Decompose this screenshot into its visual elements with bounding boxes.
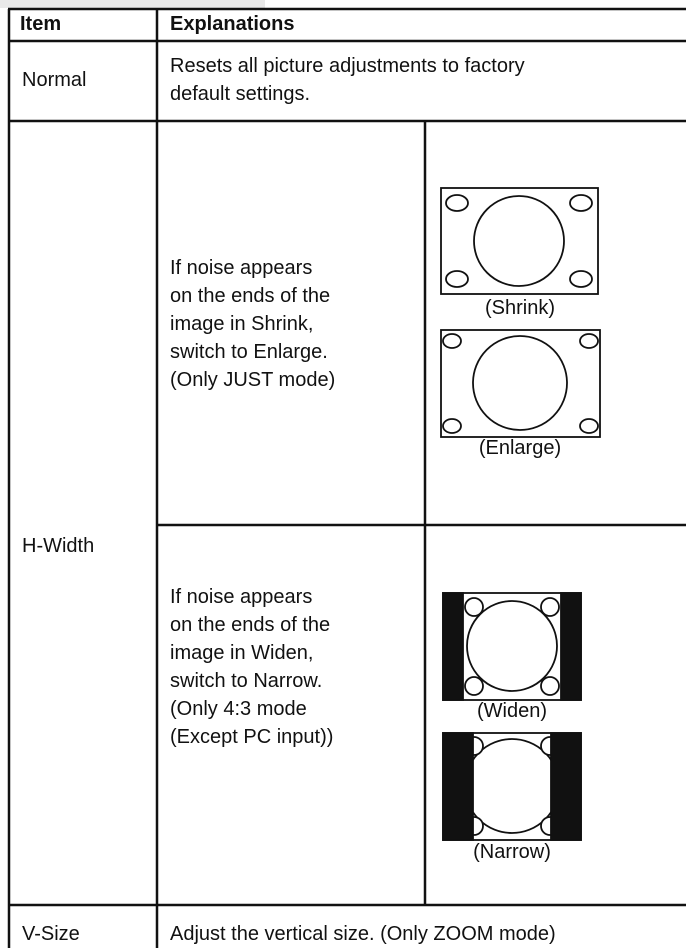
narrow-icon xyxy=(442,732,582,841)
item: H-Width xyxy=(22,535,95,557)
text-line: switch to Enlarge. xyxy=(170,341,328,363)
header-explanations: Explanations xyxy=(170,13,295,35)
text-line: Resets all picture adjustments to factor… xyxy=(170,55,525,77)
item: Normal xyxy=(22,69,87,91)
text-line: switch to Narrow. xyxy=(170,670,323,692)
explanation: Adjust the vertical size. (Only ZOOM mod… xyxy=(170,920,556,948)
figure-caption: (Enlarge) xyxy=(478,437,562,459)
figure-caption: (Widen) xyxy=(476,700,547,722)
figure-caption: (Narrow) xyxy=(473,841,551,863)
text-line: If noise appears xyxy=(170,586,313,608)
text-line: on the ends of the xyxy=(170,614,331,636)
text-line: on the ends of the xyxy=(170,285,331,307)
text-line: default settings. xyxy=(170,83,311,105)
text-line: If noise appears xyxy=(170,257,313,279)
text-line: image in Shrink, xyxy=(170,313,314,335)
header-item: Item xyxy=(20,13,62,35)
text-line: (Only 4:3 mode xyxy=(170,698,307,720)
text-line: image in Widen, xyxy=(170,642,314,664)
enlarge-icon xyxy=(440,329,601,438)
explanation: If noise appears on the ends of the image … xyxy=(170,583,333,751)
explanation: Resets all picture adjustments to factor… xyxy=(170,52,525,108)
text-line: Adjust the vertical size. (Only ZOOM mod… xyxy=(170,923,556,945)
text-line: (Only JUST mode) xyxy=(170,369,336,391)
shrink-icon xyxy=(440,187,599,295)
text-line: (Except PC input)) xyxy=(170,726,334,748)
widen-icon xyxy=(442,592,582,701)
item: V-Size xyxy=(22,923,80,945)
explanation: If noise appears on the ends of the image … xyxy=(170,254,335,394)
figure-caption: (Shrink) xyxy=(484,297,555,319)
